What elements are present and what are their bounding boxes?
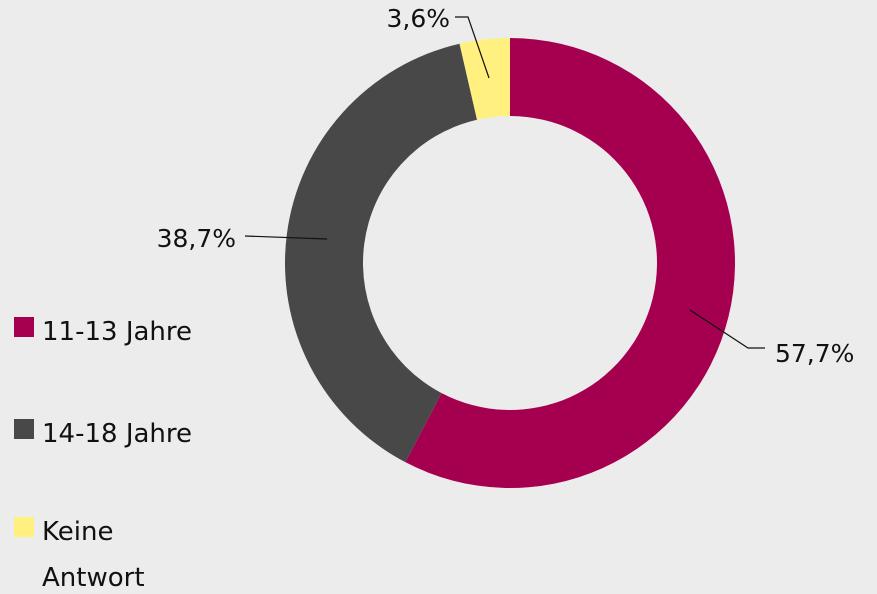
data-label: 3,6% — [386, 4, 450, 33]
slice — [284, 43, 478, 463]
data-label: 38,7% — [157, 224, 236, 253]
legend-swatch — [14, 317, 34, 337]
legend-label: Keine Antwort — [42, 517, 145, 593]
legend-label: 14-18 Jahre — [42, 419, 193, 449]
slice — [405, 38, 735, 488]
legend-label: 11-13 Jahre — [42, 317, 193, 347]
slice — [459, 38, 510, 120]
legend-swatch — [14, 517, 34, 537]
legend-item: Keine Antwort — [14, 509, 222, 594]
leader-line — [689, 309, 765, 349]
legend-swatch — [14, 419, 34, 439]
legend-item: 14-18 Jahre — [14, 411, 222, 457]
leader-line — [455, 16, 490, 79]
leader-line — [244, 235, 328, 240]
data-label: 57,7% — [775, 339, 854, 368]
legend-item: 11-13 Jahre — [14, 309, 222, 355]
